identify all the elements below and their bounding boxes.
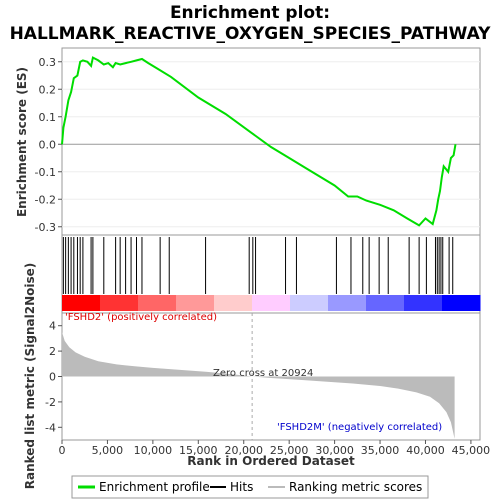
legend-ranking-label: Ranking metric scores [289, 480, 422, 494]
es-panel: 0.3 0.2 0.1 0.0 -0.1 -0.2 -0.3 [35, 47, 481, 236]
heatmap-segment [176, 295, 215, 311]
es-y-ticks: 0.3 0.2 0.1 0.0 -0.1 -0.2 -0.3 [35, 56, 62, 234]
positive-correlation-label: 'FSHD2' (positively correlated) [65, 312, 217, 323]
x-tick-label: 45,000 [452, 444, 491, 457]
rank-y-tick-label: 4 [49, 320, 56, 333]
chart-title-line2: HALLMARK_REACTIVE_OXYGEN_SPECIES_PATHWAY [10, 24, 492, 44]
es-y-axis-label: Enrichment score (ES) [15, 67, 29, 217]
rank-y-ticks: 4 2 0 -2 -4 [45, 320, 62, 434]
heatmap-segment [290, 295, 329, 311]
legend: Enrichment profile Hits Ranking metric s… [71, 475, 429, 499]
x-tick-label: 0 [59, 444, 66, 457]
es-y-tick-label: -0.2 [35, 193, 56, 206]
rank-y-tick-label: -4 [45, 421, 56, 434]
x-tick-label: 15,000 [179, 444, 218, 457]
legend-hits-label: Hits [230, 480, 253, 494]
es-panel-frame [61, 47, 481, 236]
es-y-tick-label: -0.3 [35, 221, 56, 234]
heatmap-segment [214, 295, 253, 311]
es-y-tick-label: 0.2 [39, 83, 57, 96]
x-axis-ticks: 0 5,000 10,000 15,000 20,000 25,000 30,000 35,0… [59, 440, 491, 457]
chart-title-line1: Enrichment plot: [170, 3, 330, 23]
rank-y-tick-label: -2 [45, 396, 56, 409]
x-tick-label: 20,000 [224, 444, 263, 457]
rank-y-axis-label: Ranked list metric (Signal2Noise) [23, 263, 37, 490]
negative-correlation-label: 'FSHD2M' (negatively correlated) [277, 422, 442, 433]
es-y-tick-label: 0.1 [39, 111, 57, 124]
heatmap-segment [252, 295, 291, 311]
heatmap-segment [100, 295, 139, 311]
rank-y-tick-label: 2 [49, 345, 56, 358]
heatmap-segment [138, 295, 177, 311]
x-tick-label: 30,000 [315, 444, 354, 457]
ranking-heatmap-strip [62, 295, 481, 311]
ranking-metric-area [62, 332, 455, 439]
es-y-tick-label: 0.3 [39, 56, 57, 69]
hits-lines [62, 237, 454, 294]
es-grid [62, 61, 480, 228]
es-y-tick-label: -0.1 [35, 166, 56, 179]
heatmap-segment [366, 295, 405, 311]
zero-cross-label: Zero cross at 20924 [213, 368, 313, 379]
heatmap-segment [328, 295, 367, 311]
hits-panel [61, 234, 481, 314]
x-tick-label: 25,000 [270, 444, 309, 457]
legend-box [71, 475, 429, 499]
heatmap-segment [404, 295, 443, 311]
rank-metric-panel: 420-2-4 'FSHD2' (positively correlated) … [45, 312, 481, 441]
enrichment-profile-line [61, 56, 457, 227]
x-tick-label: 35,000 [361, 444, 400, 457]
heatmap-segment [442, 295, 481, 311]
x-tick-label: 40,000 [406, 444, 445, 457]
es-y-tick-label: 0.0 [39, 138, 57, 151]
rank-y-tick-label: 0 [49, 371, 56, 384]
heatmap-segment [62, 295, 101, 311]
x-tick-label: 10,000 [134, 444, 173, 457]
x-tick-label: 5,000 [92, 444, 124, 457]
legend-enrichment-label: Enrichment profile [99, 480, 210, 494]
x-axis-label: Rank in Ordered Dataset [187, 454, 355, 468]
